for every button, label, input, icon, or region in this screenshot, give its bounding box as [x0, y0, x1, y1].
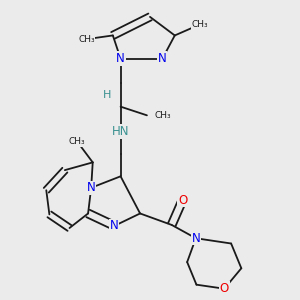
Text: O: O	[178, 194, 187, 207]
Text: CH₃: CH₃	[78, 35, 95, 44]
Text: HN: HN	[112, 125, 129, 138]
Text: N: N	[191, 232, 200, 245]
Text: N: N	[158, 52, 167, 65]
Text: N: N	[87, 181, 95, 194]
Text: CH₃: CH₃	[191, 20, 208, 29]
Text: H: H	[103, 90, 111, 100]
Text: O: O	[220, 282, 229, 295]
Text: CH₃: CH₃	[154, 111, 171, 120]
Text: N: N	[116, 52, 125, 65]
Text: N: N	[110, 219, 119, 232]
Text: CH₃: CH₃	[69, 137, 85, 146]
